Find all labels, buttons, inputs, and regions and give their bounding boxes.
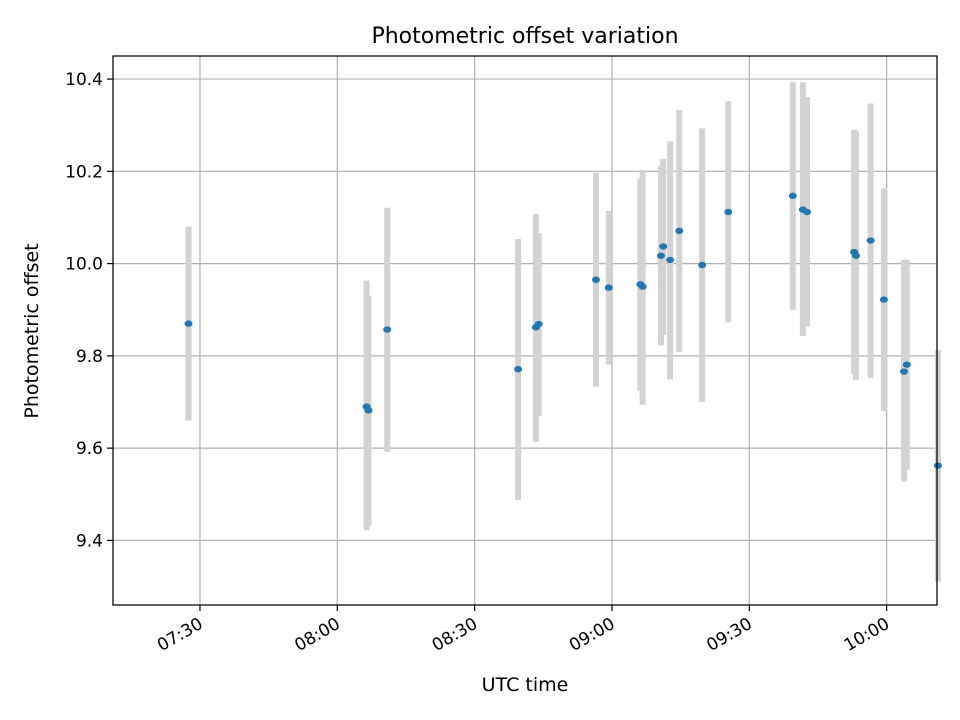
data-point xyxy=(659,243,668,250)
y-tick-label: 9.4 xyxy=(76,531,103,551)
data-point xyxy=(514,366,523,373)
y-axis: 9.4 9.6 9.8 10.0 10.2 10.4 xyxy=(65,70,113,551)
data-point xyxy=(851,252,860,259)
y-tick-label: 10.0 xyxy=(65,255,103,275)
data-point xyxy=(534,320,543,328)
data-point xyxy=(364,407,373,414)
y-tick-label: 9.6 xyxy=(76,439,103,459)
y-tick-label: 9.8 xyxy=(76,347,103,367)
data-point xyxy=(638,283,647,290)
data-point xyxy=(666,256,675,264)
grid xyxy=(113,56,937,605)
plot-frame xyxy=(112,55,938,606)
data-point xyxy=(866,237,875,244)
plot-area xyxy=(113,56,937,605)
data-point xyxy=(698,261,707,269)
data-point xyxy=(879,296,888,303)
data-point xyxy=(933,462,942,469)
y-tick-label: 10.4 xyxy=(65,70,103,90)
data-point xyxy=(724,208,733,216)
chart-title: Photometric offset variation xyxy=(371,24,678,49)
y-tick-label: 10.2 xyxy=(65,162,103,182)
y-axis-label: Photometric offset xyxy=(21,243,43,418)
data-point xyxy=(788,192,797,199)
data-point xyxy=(802,208,811,216)
data-point xyxy=(591,276,600,283)
data-point xyxy=(902,361,911,368)
data-point xyxy=(675,227,684,235)
data-point xyxy=(184,320,193,327)
data-point xyxy=(656,252,665,259)
data-points xyxy=(184,192,942,469)
data-point xyxy=(604,284,613,291)
x-axis-label: UTC time xyxy=(482,674,569,696)
data-point xyxy=(383,326,392,333)
data-point xyxy=(900,368,909,375)
